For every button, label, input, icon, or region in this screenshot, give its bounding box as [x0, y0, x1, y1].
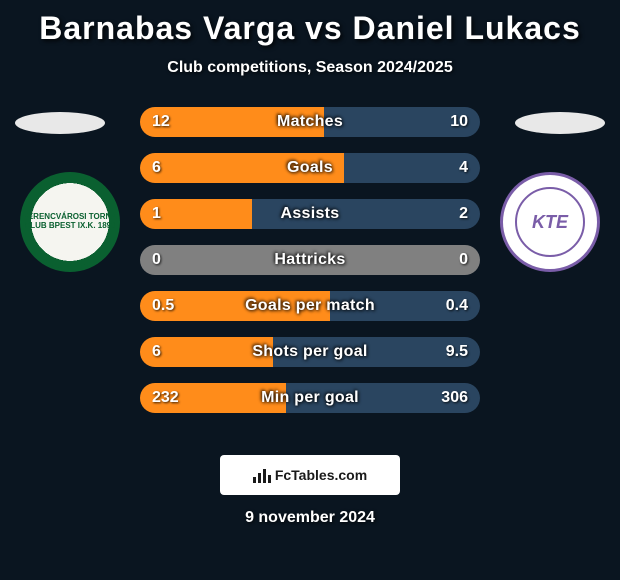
crest-left-text: FERENCVÁROSI TORNA CLUB BPEST IX.K. 1899 — [20, 213, 120, 231]
bar-fill-right — [344, 153, 480, 183]
footer-date: 9 november 2024 — [0, 509, 620, 527]
shadow-ellipse-right — [515, 112, 605, 134]
comparison-panel: FERENCVÁROSI TORNA CLUB BPEST IX.K. 1899… — [0, 107, 620, 437]
stat-row: 12Assists — [140, 199, 480, 229]
stat-bars: 1210Matches 64Goals 12Assists 00Hattricks 0.… — [140, 107, 480, 429]
stat-row: 00Hattricks — [140, 245, 480, 275]
stat-row: 0.50.4Goals per match — [140, 291, 480, 321]
stat-row: 1210Matches — [140, 107, 480, 137]
bars-icon — [253, 467, 271, 483]
shadow-ellipse-left — [15, 112, 105, 134]
footer-logo: FcTables.com — [220, 455, 400, 495]
bar-fill-right — [273, 337, 480, 367]
bar-fill-left — [140, 107, 324, 137]
stat-row: 64Goals — [140, 153, 480, 183]
bar-fill-right — [252, 199, 480, 229]
bar-fill-left — [140, 383, 286, 413]
bar-fill-left — [140, 153, 344, 183]
bar-fill-left — [140, 291, 330, 321]
club-crest-right: KTE — [500, 172, 600, 272]
crest-right-text: KTE — [532, 212, 568, 233]
bar-fill-left — [140, 199, 252, 229]
bar-fill-right — [330, 291, 480, 321]
bar-fill-left — [140, 337, 273, 367]
bar-fill-right — [286, 383, 480, 413]
page-title: Barnabas Varga vs Daniel Lukacs — [0, 0, 620, 47]
stat-row: 69.5Shots per goal — [140, 337, 480, 367]
stat-row: 232306Min per goal — [140, 383, 480, 413]
bar-fill-right — [324, 107, 480, 137]
club-crest-left: FERENCVÁROSI TORNA CLUB BPEST IX.K. 1899 — [20, 172, 120, 272]
subtitle: Club competitions, Season 2024/2025 — [0, 59, 620, 77]
footer-logo-text: FcTables.com — [275, 467, 367, 483]
